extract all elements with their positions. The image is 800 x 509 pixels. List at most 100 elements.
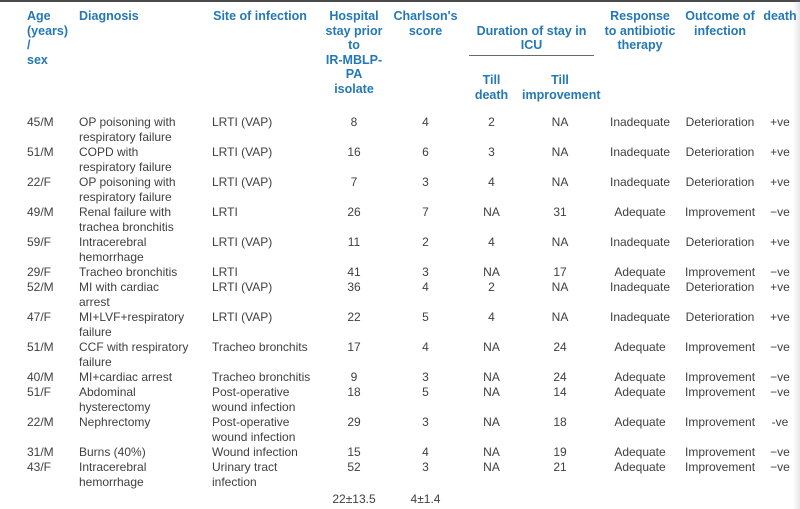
cell-response: Inadequate: [609, 280, 671, 294]
cell-diagnosis: Nephrectomy: [79, 415, 151, 429]
cell-death: −ve: [770, 445, 790, 459]
cell-age: [0, 490, 70, 509]
col-header-diagnosis: Diagnosis: [79, 9, 139, 23]
table-row: 47/F MI+LVF+respiratory failure LRTI (VAP)…: [0, 310, 800, 340]
cell-stay: 22±13.5 (mean±SD): [323, 492, 384, 509]
cell-till-death: NA: [483, 205, 500, 219]
cell-charlson: 2: [422, 235, 429, 249]
cell-stay: 17: [347, 340, 361, 354]
cell-site: LRTI (VAP): [212, 235, 273, 249]
cell-age: 43/F: [27, 460, 52, 474]
cell-diagnosis: OP poisoning with respiratory failure: [79, 175, 176, 204]
cell-till-improvement: 18: [553, 415, 567, 429]
cell-death: −ve: [770, 265, 790, 279]
cell-charlson: 4±1.4 (mean±SD): [395, 492, 456, 509]
cell-till-improvement: NA: [551, 175, 569, 189]
cell-stay: 22: [347, 310, 361, 324]
cell-till-improvement: 31: [553, 205, 567, 219]
col-subheader-till-improvement: Till improvement: [522, 73, 601, 102]
cell-age: 22/F: [27, 175, 52, 189]
cell-diagnosis: [70, 490, 200, 509]
cell-till-improvement: [520, 490, 600, 509]
cell-site: LRTI (VAP): [212, 115, 273, 129]
cell-age: 52/M: [27, 280, 54, 294]
cell-diagnosis: Burns (40%): [79, 445, 146, 459]
cell-diagnosis: Intracerebral hemorrhage: [79, 235, 147, 264]
cell-stay: 18: [347, 385, 361, 399]
cell-site: Post-operative wound infection: [212, 415, 296, 444]
table-row: 22/F OP poisoning with respiratory failur…: [0, 175, 800, 205]
table-row: 40/M MI+cardiac arrest Tracheo bronchitis 9…: [0, 370, 800, 385]
cell-death: −ve: [770, 385, 790, 399]
cell-diagnosis: MI+LVF+respiratory failure: [79, 310, 185, 339]
cell-site: [200, 490, 320, 509]
cell-diagnosis: Renal failure with trachea bronchitis: [79, 205, 174, 234]
table-row: 29/F Tracheo bronchitis LRTI 41 3 NA 17 Adequat…: [0, 265, 800, 280]
table-header: Age (years) / sex Diagnosis Site of infe…: [0, 1, 800, 107]
col-subheader-till-death: Till death: [474, 73, 509, 102]
cell-death: −ve: [770, 205, 790, 219]
cell-response: Inadequate: [609, 145, 671, 159]
cell-diagnosis: CCF with respiratory failure: [79, 340, 189, 369]
cell-response: Adequate: [614, 385, 666, 399]
table-row: 43/F Intracerebral hemorrhage Urinary trac…: [0, 460, 800, 490]
cell-response: Inadequate: [609, 115, 671, 129]
cell-diagnosis: Tracheo bronchitis: [79, 265, 178, 279]
cell-charlson: 3: [422, 175, 429, 189]
table-body: 45/M OP poisoning with respiratory failur…: [0, 107, 800, 509]
cell-stay: 41: [347, 265, 361, 279]
cell-stay: 16: [347, 145, 361, 159]
cell-outcome: Deterioration: [685, 115, 755, 129]
col-header-death: death: [763, 9, 797, 23]
cell-site: Tracheo bronchitis: [212, 370, 311, 384]
cell-response: Inadequate: [609, 310, 671, 324]
cell-site: LRTI: [212, 205, 238, 219]
cell-outcome: Improvement: [685, 340, 756, 354]
table-row: 59/F Intracerebral hemorrhage LRTI (VAP) 11…: [0, 235, 800, 265]
cell-death: +ve: [770, 145, 790, 159]
cell-charlson: 3: [422, 265, 429, 279]
cell-response: Adequate: [614, 415, 666, 429]
cell-outcome: Deterioration: [685, 235, 755, 249]
cell-charlson: 4: [422, 280, 429, 294]
cell-stay: 36: [347, 280, 361, 294]
cell-site: LRTI (VAP): [212, 175, 273, 189]
cell-till-improvement: 14: [553, 385, 567, 399]
cell-diagnosis: Intracerebral hemorrhage: [79, 460, 147, 489]
cell-response: Inadequate: [609, 175, 671, 189]
cell-death: [760, 490, 800, 509]
cell-till-improvement: NA: [551, 115, 569, 129]
col-header-site-of-infection: Site of infection: [213, 9, 307, 23]
cell-stay: 15: [347, 445, 361, 459]
cell-charlson: 4: [422, 340, 429, 354]
cell-charlson: 5: [422, 310, 429, 324]
cell-diagnosis: MI with cardiac arrest: [79, 280, 160, 309]
cell-site: Wound infection: [212, 445, 298, 459]
cell-diagnosis: Abdominal hysterectomy: [79, 385, 151, 414]
cell-site: LRTI: [212, 265, 238, 279]
cell-site: LRTI (VAP): [212, 145, 273, 159]
cell-till-improvement: 24: [553, 370, 567, 384]
col-header-outcome: Outcome of infection: [685, 9, 755, 38]
cell-till-improvement: NA: [551, 145, 569, 159]
cell-age: 22/M: [27, 415, 54, 429]
cell-outcome: Improvement: [685, 265, 756, 279]
cell-charlson: 5: [422, 385, 429, 399]
cell-stay: 7: [350, 175, 358, 189]
table-row: 49/M Renal failure with trachea bronchiti…: [0, 205, 800, 235]
cell-till-death: NA: [483, 385, 500, 399]
cell-till-death: 4: [488, 310, 495, 324]
table-row: 22/M Nephrectomy Post-operative wound infe…: [0, 415, 800, 445]
cell-death: -ve: [771, 415, 789, 429]
cell-charlson: 4: [422, 115, 429, 129]
cell-till-death: 2: [488, 115, 495, 129]
cell-charlson: 7: [422, 205, 429, 219]
cell-death: +ve: [770, 115, 790, 129]
cell-response: Adequate: [614, 445, 666, 459]
cell-outcome: Improvement: [685, 205, 756, 219]
cell-outcome: Improvement: [685, 460, 756, 474]
cell-age: 59/F: [27, 235, 52, 249]
cell-outcome: [680, 490, 760, 509]
table-row: 31/M Burns (40%) Wound infection 15 4 NA 19 Ade…: [0, 445, 800, 460]
